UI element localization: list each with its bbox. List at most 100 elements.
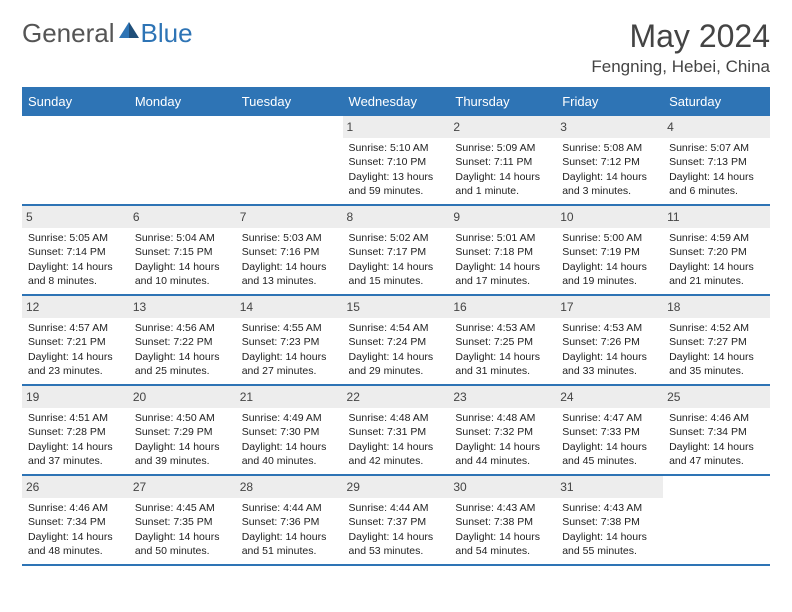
daylight-text: Daylight: 14 hours and 44 minutes. bbox=[455, 440, 550, 468]
calendar-cell: 6Sunrise: 5:04 AMSunset: 7:15 PMDaylight… bbox=[129, 205, 236, 295]
sunset-text: Sunset: 7:33 PM bbox=[562, 425, 657, 439]
daylight-text: Daylight: 14 hours and 1 minute. bbox=[455, 170, 550, 198]
sunrise-text: Sunrise: 4:59 AM bbox=[669, 231, 764, 245]
daylight-text: Daylight: 13 hours and 59 minutes. bbox=[349, 170, 444, 198]
sunrise-text: Sunrise: 4:54 AM bbox=[349, 321, 444, 335]
sunset-text: Sunset: 7:31 PM bbox=[349, 425, 444, 439]
day-number bbox=[236, 116, 343, 138]
sunrise-text: Sunrise: 4:47 AM bbox=[562, 411, 657, 425]
day-number: 21 bbox=[236, 386, 343, 408]
daylight-text: Daylight: 14 hours and 40 minutes. bbox=[242, 440, 337, 468]
calendar-cell: 31Sunrise: 4:43 AMSunset: 7:38 PMDayligh… bbox=[556, 475, 663, 565]
calendar-cell: 7 Sunrise: 5:03 AMSunset: 7:16 PMDaylight… bbox=[236, 205, 343, 295]
daylight-text: Daylight: 14 hours and 54 minutes. bbox=[455, 530, 550, 558]
sunrise-text: Sunrise: 5:02 AM bbox=[349, 231, 444, 245]
sunset-text: Sunset: 7:32 PM bbox=[455, 425, 550, 439]
calendar-cell: 11Sunrise: 4:59 AMSunset: 7:20 PMDayligh… bbox=[663, 205, 770, 295]
day-number: 3 bbox=[556, 116, 663, 138]
daylight-text: Daylight: 14 hours and 53 minutes. bbox=[349, 530, 444, 558]
sunset-text: Sunset: 7:23 PM bbox=[242, 335, 337, 349]
calendar-row: 12Sunrise: 4:57 AMSunset: 7:21 PMDayligh… bbox=[22, 295, 770, 385]
calendar-cell: 3Sunrise: 5:08 AMSunset: 7:12 PMDaylight… bbox=[556, 115, 663, 205]
daylight-text: Daylight: 14 hours and 19 minutes. bbox=[562, 260, 657, 288]
calendar-cell: 12Sunrise: 4:57 AMSunset: 7:21 PMDayligh… bbox=[22, 295, 129, 385]
sunrise-text: Sunrise: 4:48 AM bbox=[349, 411, 444, 425]
calendar-cell: 26Sunrise: 4:46 AMSunset: 7:34 PMDayligh… bbox=[22, 475, 129, 565]
calendar-cell: 29Sunrise: 4:44 AMSunset: 7:37 PMDayligh… bbox=[343, 475, 450, 565]
sunrise-text: Sunrise: 5:00 AM bbox=[562, 231, 657, 245]
sunset-text: Sunset: 7:17 PM bbox=[349, 245, 444, 259]
sunrise-text: Sunrise: 4:49 AM bbox=[242, 411, 337, 425]
weekday-header: Saturday bbox=[663, 88, 770, 115]
sunrise-text: Sunrise: 4:56 AM bbox=[135, 321, 230, 335]
calendar-row: 1Sunrise: 5:10 AMSunset: 7:10 PMDaylight… bbox=[22, 115, 770, 205]
sunset-text: Sunset: 7:25 PM bbox=[455, 335, 550, 349]
sunrise-text: Sunrise: 4:52 AM bbox=[669, 321, 764, 335]
day-number: 26 bbox=[22, 476, 129, 498]
calendar-cell: 9Sunrise: 5:01 AMSunset: 7:18 PMDaylight… bbox=[449, 205, 556, 295]
sunrise-text: Sunrise: 5:07 AM bbox=[669, 141, 764, 155]
day-number: 2 bbox=[449, 116, 556, 138]
calendar-cell: 15Sunrise: 4:54 AMSunset: 7:24 PMDayligh… bbox=[343, 295, 450, 385]
sunrise-text: Sunrise: 4:44 AM bbox=[242, 501, 337, 515]
day-number: 6 bbox=[129, 206, 236, 228]
day-number: 11 bbox=[663, 206, 770, 228]
sunset-text: Sunset: 7:35 PM bbox=[135, 515, 230, 529]
daylight-text: Daylight: 14 hours and 45 minutes. bbox=[562, 440, 657, 468]
logo: General Blue bbox=[22, 18, 193, 49]
daylight-text: Daylight: 14 hours and 31 minutes. bbox=[455, 350, 550, 378]
sunset-text: Sunset: 7:30 PM bbox=[242, 425, 337, 439]
calendar-cell: 2Sunrise: 5:09 AMSunset: 7:11 PMDaylight… bbox=[449, 115, 556, 205]
day-number: 10 bbox=[556, 206, 663, 228]
calendar-cell: 1 Sunrise: 5:10 AMSunset: 7:10 PMDaylight… bbox=[343, 115, 450, 205]
sunrise-text: Sunrise: 4:43 AM bbox=[562, 501, 657, 515]
calendar-cell bbox=[236, 115, 343, 205]
sunset-text: Sunset: 7:27 PM bbox=[669, 335, 764, 349]
day-number: 1 bbox=[343, 116, 450, 138]
calendar-cell: 4Sunrise: 5:07 AMSunset: 7:13 PMDaylight… bbox=[663, 115, 770, 205]
sunset-text: Sunset: 7:18 PM bbox=[455, 245, 550, 259]
sunrise-text: Sunrise: 4:53 AM bbox=[562, 321, 657, 335]
sunrise-text: Sunrise: 5:05 AM bbox=[28, 231, 123, 245]
day-number: 30 bbox=[449, 476, 556, 498]
calendar-cell: 8Sunrise: 5:02 AMSunset: 7:17 PMDaylight… bbox=[343, 205, 450, 295]
calendar-cell: 23Sunrise: 4:48 AMSunset: 7:32 PMDayligh… bbox=[449, 385, 556, 475]
sunset-text: Sunset: 7:26 PM bbox=[562, 335, 657, 349]
day-number: 31 bbox=[556, 476, 663, 498]
logo-text-general: General bbox=[22, 18, 115, 49]
daylight-text: Daylight: 14 hours and 13 minutes. bbox=[242, 260, 337, 288]
sunset-text: Sunset: 7:16 PM bbox=[242, 245, 337, 259]
calendar-row: 26Sunrise: 4:46 AMSunset: 7:34 PMDayligh… bbox=[22, 475, 770, 565]
sunrise-text: Sunrise: 5:10 AM bbox=[349, 141, 444, 155]
calendar-cell: 19Sunrise: 4:51 AMSunset: 7:28 PMDayligh… bbox=[22, 385, 129, 475]
day-number: 24 bbox=[556, 386, 663, 408]
day-number: 15 bbox=[343, 296, 450, 318]
daylight-text: Daylight: 14 hours and 37 minutes. bbox=[28, 440, 123, 468]
calendar-cell: 5Sunrise: 5:05 AMSunset: 7:14 PMDaylight… bbox=[22, 205, 129, 295]
calendar-cell: 24 Sunrise: 4:47 AMSunset: 7:33 PMDayligh… bbox=[556, 385, 663, 475]
sunset-text: Sunset: 7:13 PM bbox=[669, 155, 764, 169]
day-number: 20 bbox=[129, 386, 236, 408]
sunrise-text: Sunrise: 5:04 AM bbox=[135, 231, 230, 245]
sunrise-text: Sunrise: 4:46 AM bbox=[669, 411, 764, 425]
day-number: 7 bbox=[236, 206, 343, 228]
calendar-table: SundayMondayTuesdayWednesdayThursdayFrid… bbox=[22, 87, 770, 566]
day-number: 9 bbox=[449, 206, 556, 228]
calendar-cell: 16Sunrise: 4:53 AMSunset: 7:25 PMDayligh… bbox=[449, 295, 556, 385]
calendar-body: 1Sunrise: 5:10 AMSunset: 7:10 PMDaylight… bbox=[22, 115, 770, 565]
sunrise-text: Sunrise: 5:03 AM bbox=[242, 231, 337, 245]
sunset-text: Sunset: 7:38 PM bbox=[562, 515, 657, 529]
day-number bbox=[663, 476, 770, 498]
sunset-text: Sunset: 7:10 PM bbox=[349, 155, 444, 169]
day-number: 12 bbox=[22, 296, 129, 318]
day-number: 29 bbox=[343, 476, 450, 498]
sunrise-text: Sunrise: 4:51 AM bbox=[28, 411, 123, 425]
sunset-text: Sunset: 7:20 PM bbox=[669, 245, 764, 259]
sunset-text: Sunset: 7:29 PM bbox=[135, 425, 230, 439]
sunset-text: Sunset: 7:19 PM bbox=[562, 245, 657, 259]
sunset-text: Sunset: 7:12 PM bbox=[562, 155, 657, 169]
daylight-text: Daylight: 14 hours and 33 minutes. bbox=[562, 350, 657, 378]
weekday-header: Monday bbox=[129, 88, 236, 115]
day-number: 8 bbox=[343, 206, 450, 228]
sunset-text: Sunset: 7:22 PM bbox=[135, 335, 230, 349]
